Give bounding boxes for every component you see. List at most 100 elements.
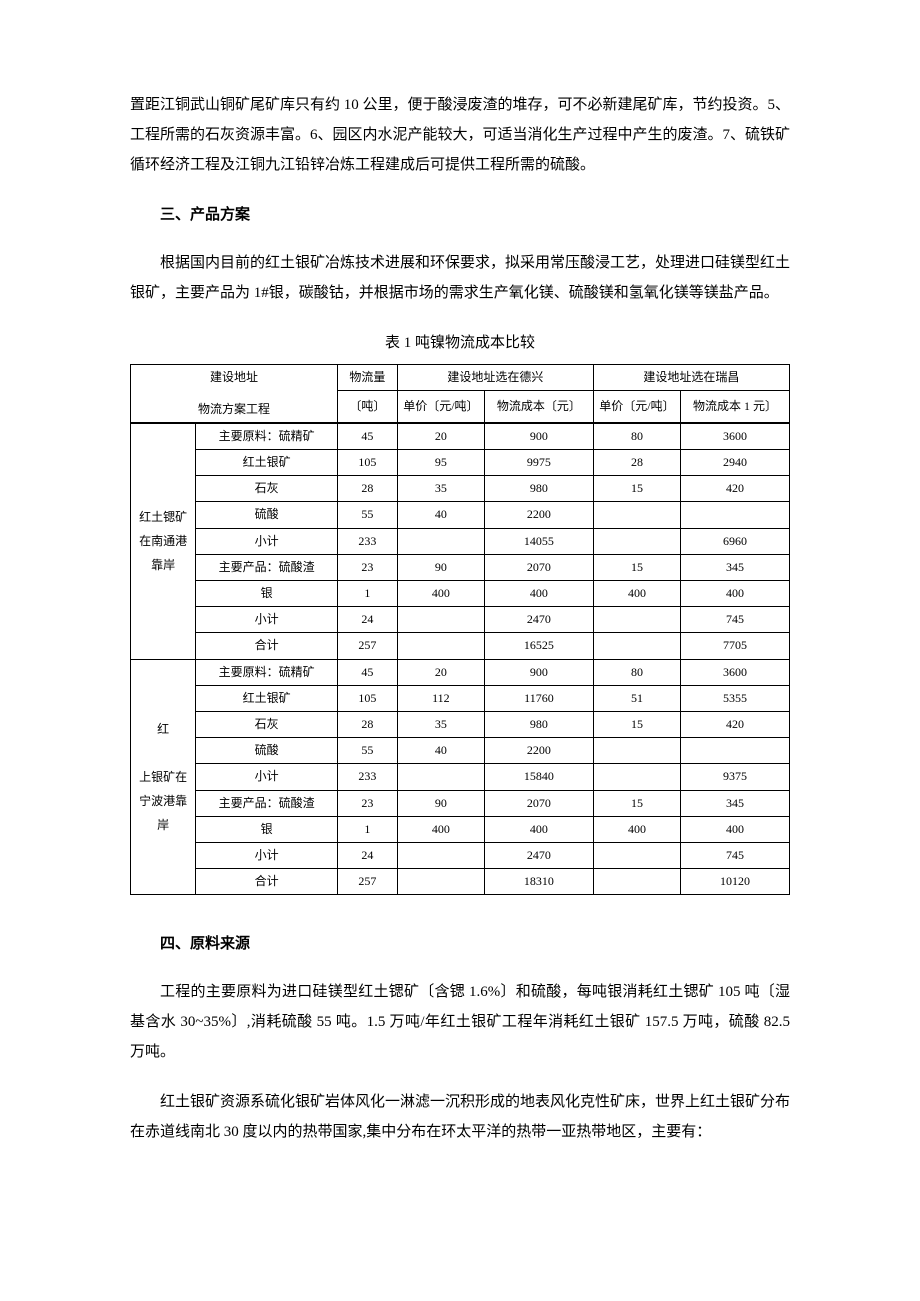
price-a-cell: 40 [397, 502, 484, 528]
vol-cell: 23 [337, 554, 397, 580]
paragraph-5: 红土银矿资源系硫化银矿岩体风化一淋滤一沉积形成的地表风化克性矿床，世界上红土银矿… [130, 1087, 790, 1147]
cost-a-cell: 2470 [484, 842, 593, 868]
vol-cell: 257 [337, 633, 397, 659]
vol-cell: 1 [337, 816, 397, 842]
vol-cell: 45 [337, 659, 397, 685]
price-b-cell [593, 607, 680, 633]
item-cell: 合计 [196, 869, 338, 895]
cost-a-cell: 2070 [484, 554, 593, 580]
vol-cell: 105 [337, 450, 397, 476]
price-a-cell: 90 [397, 790, 484, 816]
table-row: 红 上银矿在宁波港靠岸主要原料：硫精矿4520900803600 [131, 659, 790, 685]
price-a-cell: 20 [397, 659, 484, 685]
cost-b-cell: 3600 [681, 423, 790, 449]
price-b-cell: 80 [593, 423, 680, 449]
price-b-cell [593, 633, 680, 659]
cost-a-cell: 900 [484, 423, 593, 449]
vol-cell: 105 [337, 685, 397, 711]
item-cell: 小计 [196, 842, 338, 868]
table-caption: 表 1 吨镍物流成本比较 [130, 328, 790, 358]
cost-b-cell: 400 [681, 581, 790, 607]
th-loc-a: 建设地址选在德兴 [397, 365, 593, 391]
price-b-cell: 51 [593, 685, 680, 711]
price-b-cell: 400 [593, 581, 680, 607]
item-cell: 硫酸 [196, 502, 338, 528]
item-cell: 红土银矿 [196, 450, 338, 476]
table-row: 小计233140556960 [131, 528, 790, 554]
item-cell: 石灰 [196, 476, 338, 502]
table-row: 合计257 16525 7705 [131, 633, 790, 659]
table-row: 主要产品：硫酸渣2390207015345 [131, 554, 790, 580]
item-cell: 主要产品：硫酸渣 [196, 790, 338, 816]
price-b-cell: 15 [593, 790, 680, 816]
cost-a-cell: 16525 [484, 633, 593, 659]
cost-b-cell: 10120 [681, 869, 790, 895]
logistics-cost-table: 建设地址 物流量 建设地址选在德兴 建设地址选在瑞昌 〔吨〕 单价〔元/吨〕 物… [130, 364, 790, 423]
cost-b-cell: 2940 [681, 450, 790, 476]
cost-a-cell: 14055 [484, 528, 593, 554]
table-row: 红土银矿105959975282940 [131, 450, 790, 476]
price-a-cell [397, 842, 484, 868]
th-scheme: 物流方案工程 [131, 397, 338, 423]
price-b-cell: 15 [593, 711, 680, 737]
th-vol-unit: 〔吨〕 [337, 391, 397, 423]
cost-b-cell: 7705 [681, 633, 790, 659]
cost-a-cell: 2070 [484, 790, 593, 816]
cost-a-cell: 400 [484, 816, 593, 842]
vol-cell: 24 [337, 842, 397, 868]
cost-b-cell [681, 738, 790, 764]
price-b-cell [593, 842, 680, 868]
table-row: 主要产品：硫酸渣2390207015345 [131, 790, 790, 816]
vol-cell: 24 [337, 607, 397, 633]
table-row: 银1400400400400 [131, 816, 790, 842]
cost-b-cell: 745 [681, 842, 790, 868]
th-cb: 物流成本 1 元〕 [681, 391, 790, 423]
vol-cell: 233 [337, 528, 397, 554]
cost-a-cell: 2200 [484, 738, 593, 764]
table-row: 合计2571831010120 [131, 869, 790, 895]
price-b-cell [593, 869, 680, 895]
table-row: 小计24 2470 745 [131, 842, 790, 868]
vol-cell: 55 [337, 502, 397, 528]
item-cell: 主要产品：硫酸渣 [196, 554, 338, 580]
price-a-cell: 35 [397, 476, 484, 502]
cost-b-cell: 3600 [681, 659, 790, 685]
price-a-cell: 400 [397, 816, 484, 842]
cost-a-cell: 11760 [484, 685, 593, 711]
item-cell: 小计 [196, 607, 338, 633]
price-b-cell: 400 [593, 816, 680, 842]
group-label-cell: 红土锶矿在南通港靠岸 [131, 423, 196, 659]
price-a-cell: 400 [397, 581, 484, 607]
price-b-cell [593, 738, 680, 764]
price-a-cell [397, 607, 484, 633]
vol-cell: 28 [337, 711, 397, 737]
price-b-cell: 15 [593, 476, 680, 502]
cost-a-cell: 980 [484, 711, 593, 737]
price-a-cell: 20 [397, 423, 484, 449]
table-row: 硫酸55402200 [131, 502, 790, 528]
price-b-cell [593, 528, 680, 554]
table-row: 小计242470745 [131, 607, 790, 633]
cost-a-cell: 9975 [484, 450, 593, 476]
vol-cell: 233 [337, 764, 397, 790]
cost-a-cell: 900 [484, 659, 593, 685]
item-cell: 红土银矿 [196, 685, 338, 711]
price-a-cell: 35 [397, 711, 484, 737]
cost-b-cell: 400 [681, 816, 790, 842]
table-row: 小计233158409375 [131, 764, 790, 790]
item-cell: 主要原料：硫精矿 [196, 423, 338, 449]
vol-cell: 257 [337, 869, 397, 895]
vol-cell: 23 [337, 790, 397, 816]
price-a-cell: 95 [397, 450, 484, 476]
price-a-cell: 40 [397, 738, 484, 764]
cost-b-cell: 345 [681, 790, 790, 816]
price-a-cell [397, 869, 484, 895]
price-a-cell [397, 633, 484, 659]
paragraph-3: 根据国内目前的红土银矿冶炼技术进展和环保要求，拟采用常压酸浸工艺，处理进口硅镁型… [130, 248, 790, 308]
item-cell: 银 [196, 816, 338, 842]
th-loc-b: 建设地址选在瑞昌 [593, 365, 789, 391]
group-label-cell: 红 上银矿在宁波港靠岸 [131, 659, 196, 895]
price-b-cell: 28 [593, 450, 680, 476]
cost-b-cell: 6960 [681, 528, 790, 554]
item-cell: 合计 [196, 633, 338, 659]
